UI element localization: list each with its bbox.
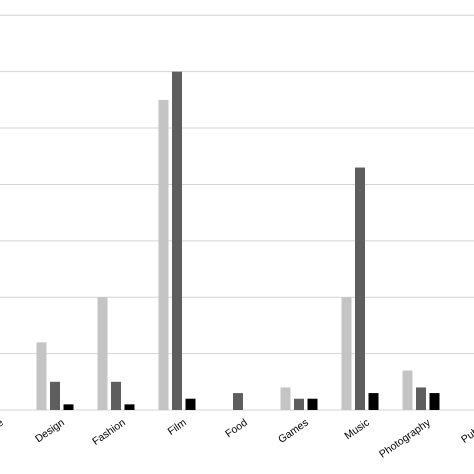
bar-music-series-3	[368, 393, 379, 410]
x-tick-label: Games	[276, 417, 311, 446]
bar-music-series-1	[341, 297, 352, 410]
bar-games-series-1	[280, 387, 291, 410]
x-tick-label: Food	[223, 417, 250, 441]
x-tick-label: …e	[0, 417, 6, 436]
bar-film-series-1	[158, 99, 169, 410]
bars	[36, 71, 440, 411]
bar-music-series-2	[355, 167, 365, 410]
bar-food-series-2	[233, 393, 243, 410]
bar-photography-series-1	[402, 370, 413, 410]
x-tick-label: Fashion	[90, 417, 128, 448]
x-tick-label: Publi…	[459, 417, 474, 446]
bar-photography-series-2	[416, 387, 426, 410]
gridlines	[0, 14, 474, 411]
bar-design-series-3	[63, 404, 74, 410]
bar-fashion-series-1	[97, 297, 108, 410]
bar-film-series-3	[185, 398, 196, 410]
bar-fashion-series-3	[124, 404, 135, 410]
x-tick-label: Film	[166, 416, 189, 437]
bar-fashion-series-2	[111, 381, 121, 410]
bar-design-series-1	[36, 342, 47, 410]
bar-games-series-2	[294, 398, 304, 410]
x-tick-label: Photography	[377, 416, 433, 460]
x-tick-label: Music	[342, 417, 371, 443]
x-tick-labels: …e Design Fashion Film Food Games Music Photogr…	[0, 416, 474, 460]
x-tick-label: Design	[33, 417, 67, 446]
bar-games-series-3	[307, 398, 318, 410]
bar-film-series-2	[172, 71, 182, 411]
bar-design-series-2	[50, 381, 60, 410]
bar-photography-series-3	[429, 393, 440, 410]
